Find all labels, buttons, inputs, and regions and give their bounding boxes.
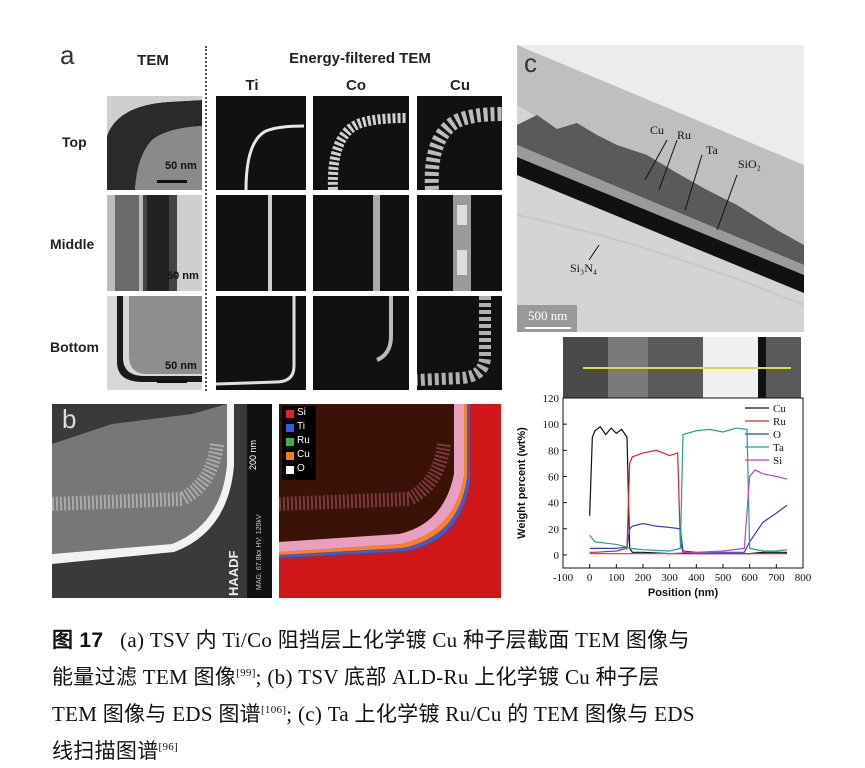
tem-bottom-scale: 50 nm — [165, 360, 197, 372]
series-line-ta — [589, 427, 788, 552]
y-tick-label: 120 — [543, 393, 560, 405]
legend-ti-swatch — [286, 424, 294, 432]
series-line-o — [589, 504, 788, 553]
plot-frame — [562, 397, 804, 569]
eds-linescan-chart: -100 0 100 200 300 400 500 600 700 800 0 20 40 60 80 10… — [516, 393, 812, 599]
eds-legend: Si Ti Ru Cu O — [282, 406, 316, 480]
x-tick-label: 400 — [688, 572, 705, 584]
caption-fig-label: 图 17 — [52, 629, 104, 652]
tem-top-scale: 50 nm — [165, 160, 197, 172]
tem-bottom-image — [107, 296, 202, 390]
divider-line — [205, 46, 207, 391]
x-tick-label: 200 — [635, 572, 652, 584]
label-ru: Ru — [677, 128, 692, 142]
x-tick-label: 300 — [661, 572, 678, 584]
caption-line2-pre: 能量过滤 TEM 图像 — [52, 665, 237, 689]
cu-header: Cu — [450, 77, 470, 94]
eftem-ti-middle — [216, 195, 306, 291]
eftem-co-middle — [313, 195, 409, 291]
x-tick-label: 600 — [741, 572, 758, 584]
legend-label-si: Si — [773, 455, 782, 467]
caption-line3-post: ; (c) Ta 上化学镀 Ru/Cu 的 TEM 图像与 EDS — [286, 702, 695, 726]
label-si3n4: Si₃N₄ — [570, 261, 598, 275]
tem-header: TEM — [137, 52, 169, 69]
panel-c-letter: c — [524, 48, 537, 78]
panel-a-letter: a — [60, 40, 75, 70]
legend-label-ru: Ru — [773, 416, 786, 428]
row-label-bottom: Bottom — [50, 339, 99, 355]
panel-b-scale: 200 nm — [248, 439, 258, 470]
panel-c-scale: 500 nm — [528, 308, 568, 323]
tem-middle-scale: 50 nm — [167, 270, 199, 282]
x-tick-label: 100 — [608, 572, 625, 584]
caption-line2-post: ; (b) TSV 底部 ALD-Ru 上化学镀 Cu 种子层 — [255, 665, 660, 689]
panel-c-tem-image — [517, 45, 804, 332]
caption-line-3: TEM 图像与 EDS 图谱[106]; (c) Ta 上化学镀 Ru/Cu 的… — [52, 694, 822, 731]
y-tick-label: 60 — [548, 471, 560, 483]
panel-b-eds-map — [279, 404, 501, 598]
caption-line-2: 能量过滤 TEM 图像[99]; (b) TSV 底部 ALD-Ru 上化学镀 … — [52, 657, 822, 694]
caption-line4-pre: 线扫描图谱 — [52, 739, 159, 763]
x-axis-label: Position (nm) — [648, 587, 719, 599]
legend-o-label: O — [297, 463, 305, 474]
linescan-strip — [563, 337, 801, 399]
y-tick-label: 100 — [543, 419, 560, 431]
y-axis-label: Weight percent (wt%) — [516, 427, 528, 539]
legend-si-label: Si — [297, 407, 306, 418]
legend-cu-swatch — [286, 452, 294, 460]
figure-caption: 图 17 (a) TSV 内 Ti/Co 阻挡层上化学镀 Cu 种子层截面 TE… — [52, 624, 822, 768]
label-sio2: SiO₂ — [738, 157, 761, 171]
eftem-cu-top — [417, 96, 502, 190]
legend-si-swatch — [286, 410, 294, 418]
caption-ref-99: [99] — [236, 667, 256, 679]
panel-b-letter: b — [62, 404, 77, 434]
eftem-co-top — [313, 96, 409, 190]
y-tick-label: 20 — [548, 524, 560, 536]
legend-ru-swatch — [286, 438, 294, 446]
x-tick-label: 700 — [768, 572, 785, 584]
x-tick-label: -100 — [553, 572, 574, 584]
label-cu: Cu — [650, 123, 665, 137]
row-label-middle: Middle — [50, 236, 95, 252]
eftem-cu-bottom — [417, 296, 502, 390]
caption-line1-text: (a) TSV 内 Ti/Co 阻挡层上化学镀 Cu 种子层截面 TEM 图像与 — [120, 628, 690, 652]
eftem-ti-bottom — [216, 296, 306, 390]
eftem-co-bottom — [313, 296, 409, 390]
eftem-cu-middle — [417, 195, 502, 291]
legend-o-swatch — [286, 466, 294, 474]
ti-header: Ti — [245, 77, 259, 94]
legend-ti-label: Ti — [297, 421, 305, 432]
caption-ref-96: [96] — [158, 741, 179, 753]
tem-top-image — [107, 96, 202, 190]
series-line-si — [589, 469, 788, 555]
co-header: Co — [346, 77, 366, 94]
legend-label-ta: Ta — [773, 442, 784, 454]
caption-ref-106: [106] — [260, 704, 287, 716]
legend-ru-label: Ru — [297, 435, 310, 446]
x-tick-label: 0 — [587, 572, 593, 584]
caption-line3-pre: TEM 图像与 EDS 图谱 — [52, 702, 261, 726]
label-ta: Ta — [706, 143, 718, 157]
x-tick-label: 500 — [715, 572, 732, 584]
legend-label-o: O — [773, 429, 781, 441]
caption-line-4: 线扫描图谱[96] — [52, 731, 822, 768]
series-line-ru — [589, 449, 787, 555]
caption-line-1: 图 17 (a) TSV 内 Ti/Co 阻挡层上化学镀 Cu 种子层截面 TE… — [52, 624, 822, 657]
row-label-top: Top — [62, 134, 87, 150]
y-tick-label: 80 — [548, 445, 560, 457]
legend-label-cu: Cu — [773, 403, 786, 415]
y-tick-label: 0 — [554, 550, 560, 562]
legend-cu-label: Cu — [297, 449, 310, 460]
eftem-header: Energy-filtered TEM — [289, 50, 431, 67]
x-tick-label: 800 — [795, 572, 812, 584]
haadf-info: MAG: 67.8kx HV: 120kV — [256, 514, 263, 590]
y-tick-label: 40 — [548, 498, 560, 510]
panel-b-haadf-image — [52, 404, 272, 598]
eftem-ti-top — [216, 96, 306, 190]
tem-middle-image — [107, 195, 202, 291]
